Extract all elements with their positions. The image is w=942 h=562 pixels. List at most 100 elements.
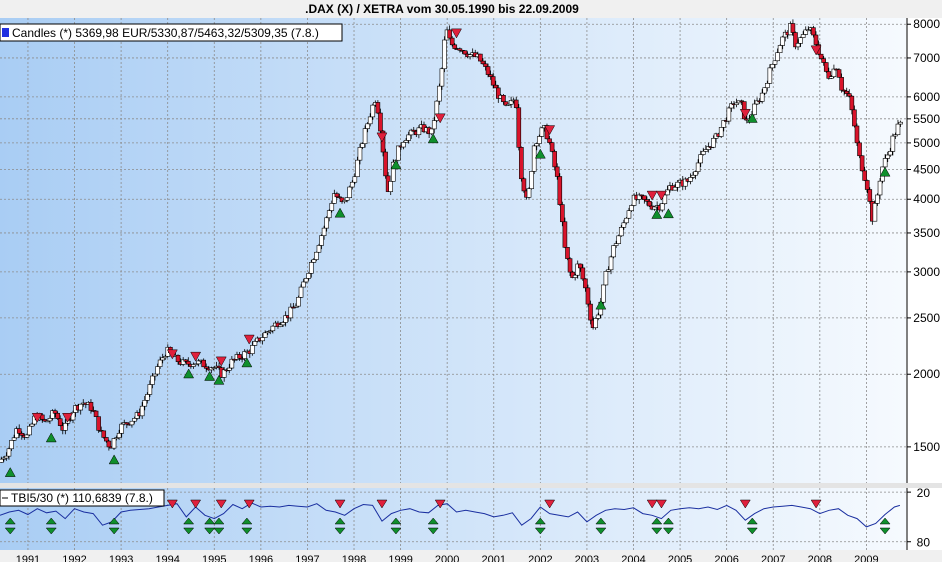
buy-signal-triangle [4,467,16,477]
candle-up [147,384,153,395]
candle-up [770,64,775,69]
candle-down [447,29,452,39]
candle-down [237,354,242,359]
main-legend[interactable]: Candles (*) 5369,98 EUR/5330,87/5463,32/… [0,23,343,42]
candle-up [260,337,265,342]
candle-up [211,367,217,369]
candle-up [349,181,355,188]
candle-down [201,359,206,368]
indicator-buy-marker [4,517,16,525]
candle-up [690,174,696,178]
candle-up [155,366,160,375]
year-tick-label: 1992 [62,554,86,562]
candle-up [119,423,124,434]
candle-down [583,278,588,289]
candle-up [672,186,678,191]
candle-down [862,170,867,181]
buy-signal-triangle [241,357,253,368]
candle-down [495,87,501,99]
indicator-legend-box [0,489,165,507]
candle-down [175,354,181,363]
candle-down [859,155,865,172]
candle-up [160,357,165,361]
price-tick-label: 6000 [913,90,940,104]
candle-up [805,29,811,32]
candle-down [462,50,468,55]
candle-up [283,315,288,323]
indicator-buy-marker [427,517,439,525]
candle-up [4,455,9,459]
candle-down [334,193,340,198]
candle-up [78,403,84,411]
candle-down [854,125,860,144]
candle-up [775,52,780,62]
indicator-legend[interactable]: TBI5/30 (*) 110,6839 (7.8.) [0,489,165,507]
candle-up [27,425,32,436]
candle-down [480,60,486,65]
indicator-axis-background [906,488,942,550]
year-tick-label: 2001 [482,554,506,562]
indicator-sell-marker [243,499,255,509]
indicator-buy-marker-lower [390,527,402,535]
price-tick-label: 3500 [913,226,940,240]
panel-separator[interactable] [0,483,942,488]
candle-up [29,423,35,427]
candle-up [365,123,370,129]
candle-up [45,420,50,423]
candle-up [800,34,806,38]
candle-up [229,358,235,369]
candle-up [270,325,276,332]
candle-up [129,420,135,426]
candle-up [316,245,322,253]
candle-up [116,432,122,439]
candle-down [849,95,855,111]
candle-down [16,428,22,434]
candle-up [355,159,360,178]
price-axis-ticks: 8000 7000 6000 5500 5000 4500 4000 3500 3000 2500… [907,17,940,454]
indicator-buy-marker-lower [45,527,57,535]
price-panel[interactable] [0,18,906,483]
candle-up [895,123,901,136]
candle-up [139,405,145,417]
candle-down [232,358,237,361]
candle-up [301,281,306,288]
indicator-buy-marker-lower [334,527,346,535]
candle-down [55,412,60,419]
candle-up [367,116,373,125]
candle-series [0,19,903,464]
candle-up [536,136,542,144]
candle-up [611,245,616,258]
candle-up [695,162,701,172]
candle-up [726,107,732,122]
candle-up [11,437,17,441]
candle-up [278,324,283,327]
signal-markers [4,28,891,477]
year-tick-label: 1994 [155,554,179,562]
candle-down [42,419,48,422]
candle-up [396,145,401,161]
candle-up [357,147,363,161]
candle-down [383,151,388,177]
candle-up [296,296,301,307]
candle-up [429,128,434,135]
indicator-buy-marker [534,517,546,525]
indicator-buy-marker [879,517,891,525]
price-tick-label: 7000 [913,51,940,65]
time-axis-background [0,550,942,562]
indicator-buy-marker-lower [746,527,758,535]
candle-down [821,58,826,63]
candle-down [106,440,112,448]
indicator-buy-marker [204,517,216,525]
candle-up [718,127,724,137]
candle-up [196,360,201,365]
sell-signal-triangle [166,349,178,360]
indicator-sell-marker [434,499,446,509]
candle-down [378,112,383,132]
candle-up [872,203,878,222]
candle-up [370,104,376,118]
candle-up [193,363,199,366]
indicator-buy-marker-lower [651,527,663,535]
price-tick-label: 2000 [913,367,940,381]
